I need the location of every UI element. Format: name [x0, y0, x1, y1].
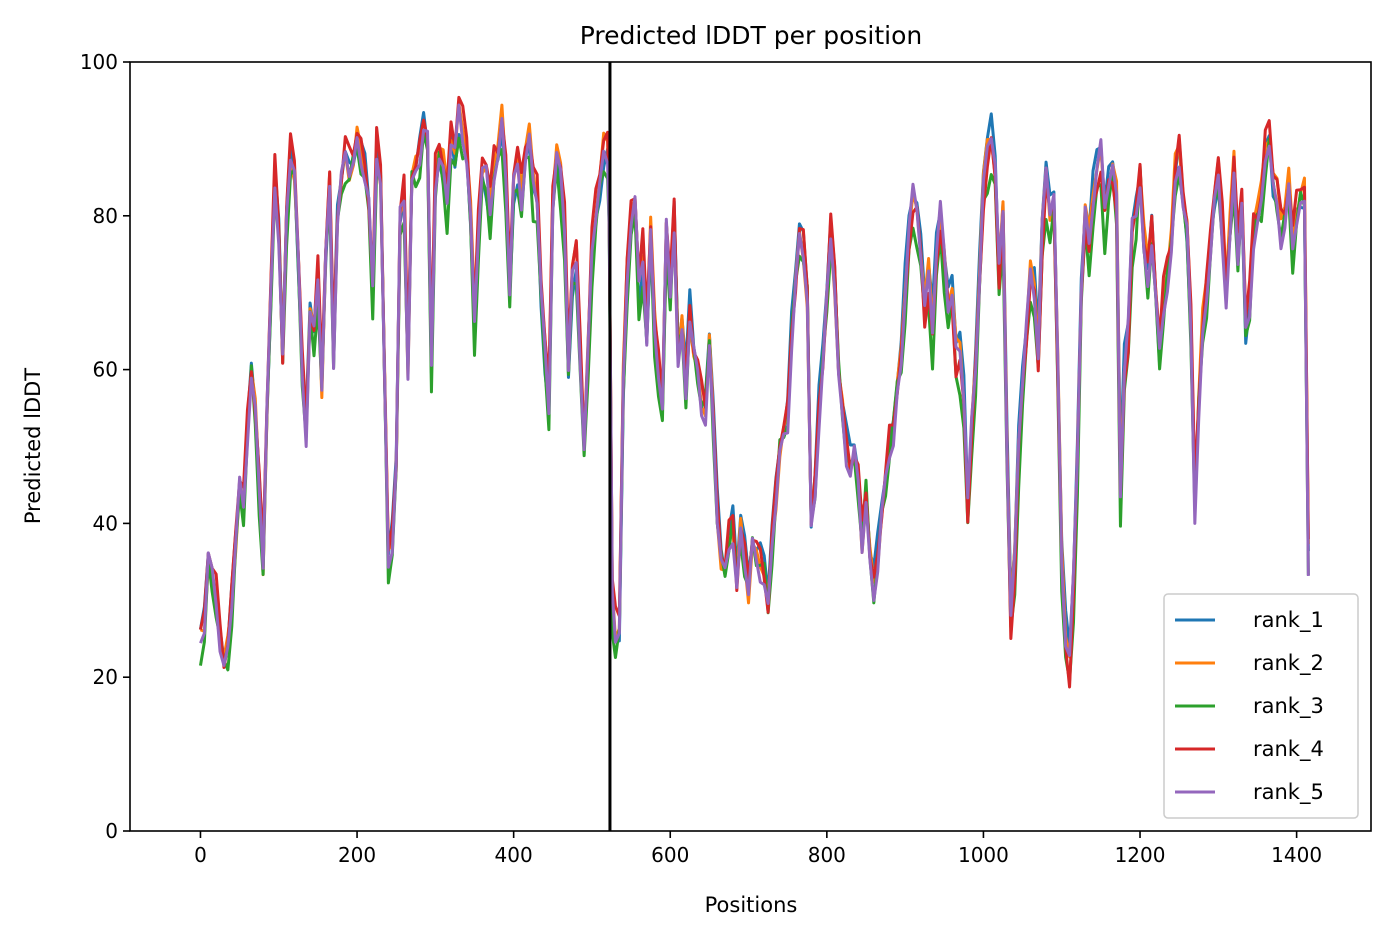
y-axis: 0 20 40 60 80 100 [80, 50, 130, 843]
plot-frame [129, 61, 1372, 832]
y-tick-label: 0 [105, 819, 118, 843]
chart-title: Predicted lDDT per position [580, 21, 922, 50]
series-lines [198, 95, 1310, 689]
x-tick-label: 800 [808, 843, 846, 867]
x-tick-label: 1000 [958, 843, 1009, 867]
y-tick-label: 80 [93, 204, 118, 228]
plot-area [129, 61, 1372, 832]
y-axis-title: Predicted lDDT [21, 368, 45, 524]
legend-label: rank_3 [1253, 694, 1324, 719]
x-tick-label: 1200 [1115, 843, 1166, 867]
y-tick-label: 20 [93, 665, 118, 689]
legend-label: rank_2 [1253, 651, 1324, 676]
legend-label: rank_5 [1253, 780, 1324, 805]
x-axis: 0 200 400 600 800 1000 1200 1400 [194, 831, 1322, 867]
x-tick-label: 1400 [1271, 843, 1322, 867]
legend-box [1163, 593, 1359, 819]
x-tick-label: 0 [194, 843, 207, 867]
x-tick-label: 200 [338, 843, 376, 867]
legend-label: rank_1 [1253, 608, 1324, 633]
x-tick-label: 400 [495, 843, 533, 867]
series-line-rank-5 [199, 103, 1310, 667]
x-axis-title: Positions [705, 893, 798, 917]
legend-label: rank_4 [1253, 737, 1324, 762]
legend: rank_1 rank_2 rank_3 rank_4 rank_5 [1163, 593, 1359, 819]
y-tick-label: 60 [93, 358, 118, 382]
y-tick-label: 40 [93, 511, 118, 535]
x-tick-label: 600 [651, 843, 689, 867]
y-tick-label: 100 [80, 50, 118, 74]
